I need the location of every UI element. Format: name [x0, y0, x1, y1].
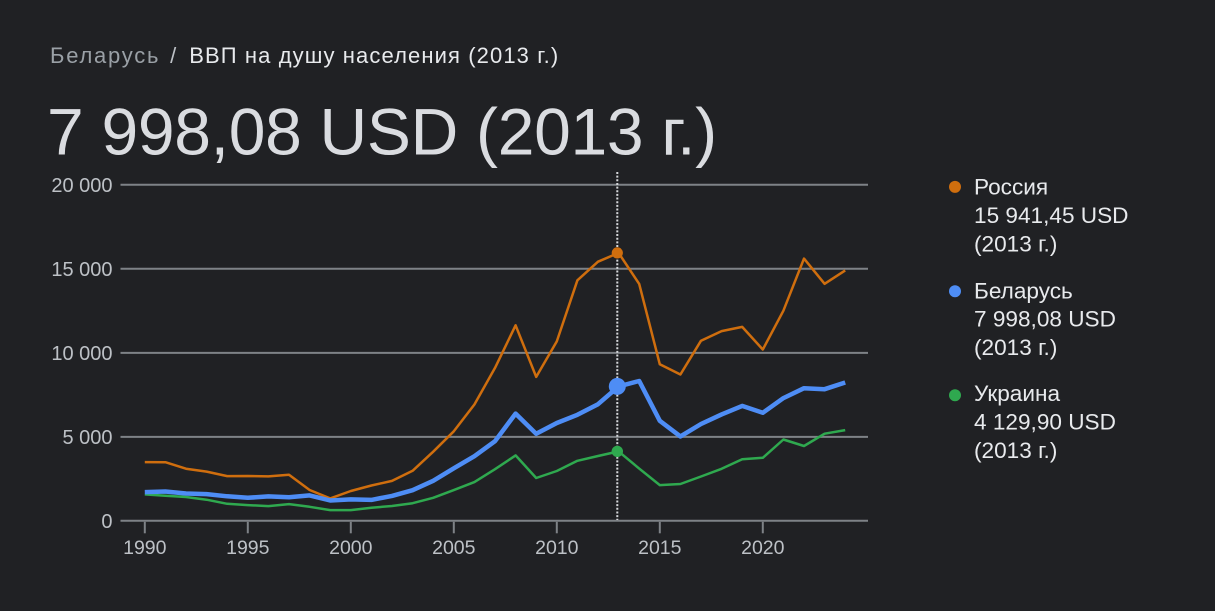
svg-text:2015: 2015 — [638, 537, 682, 559]
svg-text:Украина: Украина — [974, 381, 1060, 406]
svg-text:7 998,08 USD: 7 998,08 USD — [974, 307, 1116, 332]
svg-text:4 129,90 USD: 4 129,90 USD — [974, 410, 1116, 435]
svg-text:0: 0 — [101, 511, 112, 533]
svg-text:Беларусь: Беларусь — [974, 278, 1073, 303]
svg-text:5 000: 5 000 — [62, 427, 112, 449]
svg-text:2010: 2010 — [535, 537, 579, 559]
svg-text:Россия: Россия — [974, 175, 1048, 200]
svg-text:1990: 1990 — [123, 537, 167, 559]
svg-text:2000: 2000 — [329, 537, 373, 559]
svg-text:15 000: 15 000 — [51, 259, 112, 281]
svg-text:1995: 1995 — [226, 537, 270, 559]
svg-text:(2013 г.): (2013 г.) — [974, 438, 1057, 463]
svg-text:15 941,45 USD: 15 941,45 USD — [974, 203, 1129, 228]
svg-text:2020: 2020 — [741, 537, 785, 559]
svg-text:(2013 г.): (2013 г.) — [974, 231, 1057, 256]
svg-text:20 000: 20 000 — [51, 175, 112, 197]
svg-text:Беларусь/ВВП на душу населения: Беларусь / ВВП на душу населения (2013 г.) — [50, 43, 559, 68]
svg-text:7 998,08 USD (2013 г.): 7 998,08 USD (2013 г.) — [47, 94, 717, 168]
svg-text:(2013 г.): (2013 г.) — [974, 335, 1057, 360]
svg-text:10 000: 10 000 — [51, 343, 112, 365]
svg-text:2005: 2005 — [432, 537, 476, 559]
